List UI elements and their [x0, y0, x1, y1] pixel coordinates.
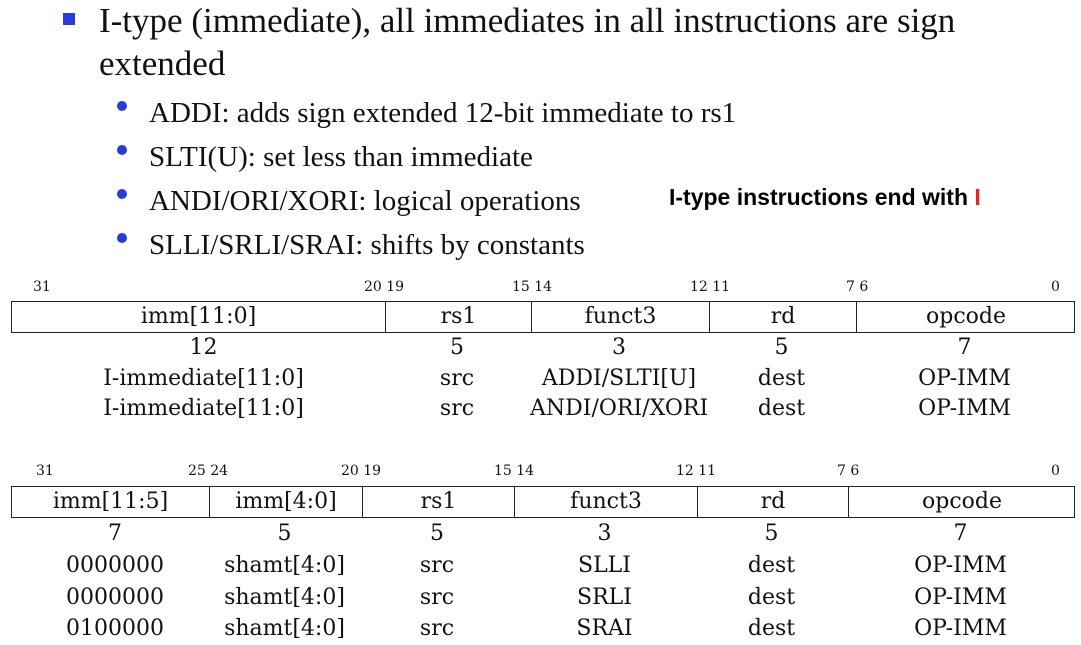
bit-number: 12 11 — [690, 279, 731, 295]
bullet-dot-icon — [117, 101, 127, 111]
table-cell: SRLI — [577, 585, 632, 610]
table-cell: SRAI — [576, 616, 633, 641]
table-cell: ADDI/SLTI[U] — [541, 366, 697, 391]
width-value: 5 — [430, 521, 444, 546]
itype-note: I-type instructions end with I — [669, 184, 981, 211]
bit-number: 15 14 — [494, 463, 535, 479]
table-cell: dest — [747, 553, 796, 578]
field-funct3: funct3 — [531, 302, 709, 332]
width-value: 7 — [108, 521, 122, 546]
bullet-dot-icon — [117, 233, 127, 243]
field-imm: imm[11:0] — [140, 304, 257, 329]
field-opcode: opcode — [848, 487, 1075, 517]
table-cell: dest — [757, 396, 806, 421]
width-value: 5 — [277, 521, 292, 546]
field-rd: rd — [709, 302, 856, 332]
bullet-slti: SLTI(U): set less than immediate — [149, 141, 533, 173]
heading-line-2: extended — [99, 44, 226, 83]
table1-field-row: imm[11:0] rs1 funct3 rd opcode — [11, 301, 1075, 333]
table-cell: OP-IMM — [914, 585, 1007, 610]
itype-note-highlight: I — [974, 184, 981, 210]
bit-number: 7 6 — [846, 279, 869, 295]
bullet-addi: ADDI: adds sign extended 12-bit immediat… — [149, 97, 737, 129]
table-cell: OP-IMM — [914, 553, 1007, 578]
field-rs1: rs1 — [385, 302, 531, 332]
table-cell: I-immediate[11:0] — [103, 366, 304, 391]
bit-number: 25 24 — [188, 463, 229, 479]
width-value: 3 — [612, 335, 626, 360]
bullet-dot-icon — [117, 145, 127, 155]
field-imm-low: imm[4:0] — [209, 487, 362, 517]
field-funct3: funct3 — [514, 487, 697, 517]
bit-number: 31 — [33, 279, 51, 295]
width-value: 5 — [764, 521, 779, 546]
itype-note-text: I-type instructions end with — [669, 184, 975, 210]
bit-number: 12 11 — [676, 463, 717, 479]
table-cell: 0000000 — [66, 585, 164, 610]
bit-number: 31 — [36, 463, 54, 479]
bit-number: 15 14 — [512, 279, 553, 295]
bullet-shifts: SLLI/SRLI/SRAI: shifts by constants — [149, 229, 585, 261]
table-cell: src — [419, 585, 455, 610]
width-value: 5 — [774, 335, 789, 360]
table-cell: OP-IMM — [918, 396, 1011, 421]
field-rs1: rs1 — [362, 487, 514, 517]
width-value: 7 — [953, 521, 968, 546]
bit-number: 7 6 — [837, 463, 860, 479]
table-cell: dest — [747, 585, 796, 610]
table-cell: OP-IMM — [914, 616, 1007, 641]
table-cell: I-immediate[11:0] — [103, 396, 304, 421]
table-cell: SLLI — [578, 553, 631, 578]
width-value: 5 — [450, 335, 464, 360]
field-rd: rd — [697, 487, 848, 517]
field-opcode: opcode — [856, 302, 1075, 332]
table2-field-row: imm[11:5] imm[4:0] rs1 funct3 rd opcode — [11, 486, 1075, 518]
table-cell: src — [419, 553, 455, 578]
table-cell: src — [439, 366, 475, 391]
bullet-dot-icon — [117, 189, 127, 199]
table-cell: src — [439, 396, 475, 421]
table-cell: ANDI/ORI/XORI — [530, 396, 709, 421]
table-cell: dest — [757, 366, 806, 391]
bit-number: 20 19 — [364, 279, 405, 295]
square-bullet-icon — [63, 13, 75, 25]
field-imm-high: imm[11:5] — [52, 489, 169, 514]
table-cell: dest — [747, 616, 796, 641]
table-cell: shamt[4:0] — [224, 616, 345, 641]
width-value: 3 — [597, 521, 612, 546]
heading-line-1: I-type (immediate), all immediates in al… — [99, 1, 956, 40]
bullet-logical: ANDI/ORI/XORI: logical operations — [149, 185, 581, 217]
bit-number: 20 19 — [341, 463, 382, 479]
bit-number: 0 — [1051, 463, 1060, 479]
bit-number: 0 — [1051, 279, 1060, 295]
table-cell: 0100000 — [66, 616, 164, 641]
table-cell: shamt[4:0] — [224, 585, 345, 610]
table-cell: src — [419, 616, 455, 641]
table-cell: shamt[4:0] — [224, 553, 345, 578]
table-cell: OP-IMM — [918, 366, 1011, 391]
width-value: 12 — [189, 335, 218, 360]
table-cell: 0000000 — [66, 553, 164, 578]
width-value: 7 — [957, 335, 972, 360]
